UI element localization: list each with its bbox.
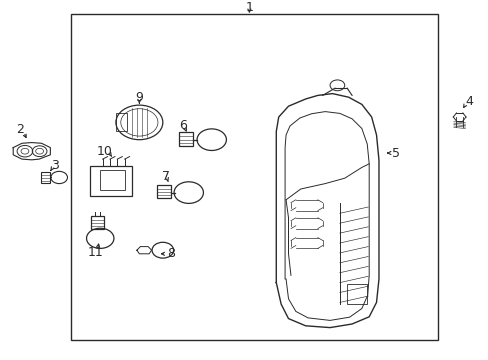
Text: 5: 5 [391,147,399,159]
Text: 4: 4 [465,95,472,108]
Text: 9: 9 [135,91,143,104]
Text: 11: 11 [87,246,103,258]
Bar [41,172,50,183]
Text: 6: 6 [179,119,187,132]
Bar [90,166,132,196]
Text: 8: 8 [167,247,175,260]
Bar [116,113,126,131]
Text: 3: 3 [51,159,59,172]
Text: 1: 1 [245,1,253,14]
Bar [157,185,171,198]
Text: 10: 10 [96,145,112,158]
Bar [100,170,124,190]
Bar [91,216,104,229]
Text: 7: 7 [162,170,170,183]
Bar [179,132,193,146]
Text: 2: 2 [17,123,24,136]
Bar [346,284,366,304]
Bar [71,14,437,340]
